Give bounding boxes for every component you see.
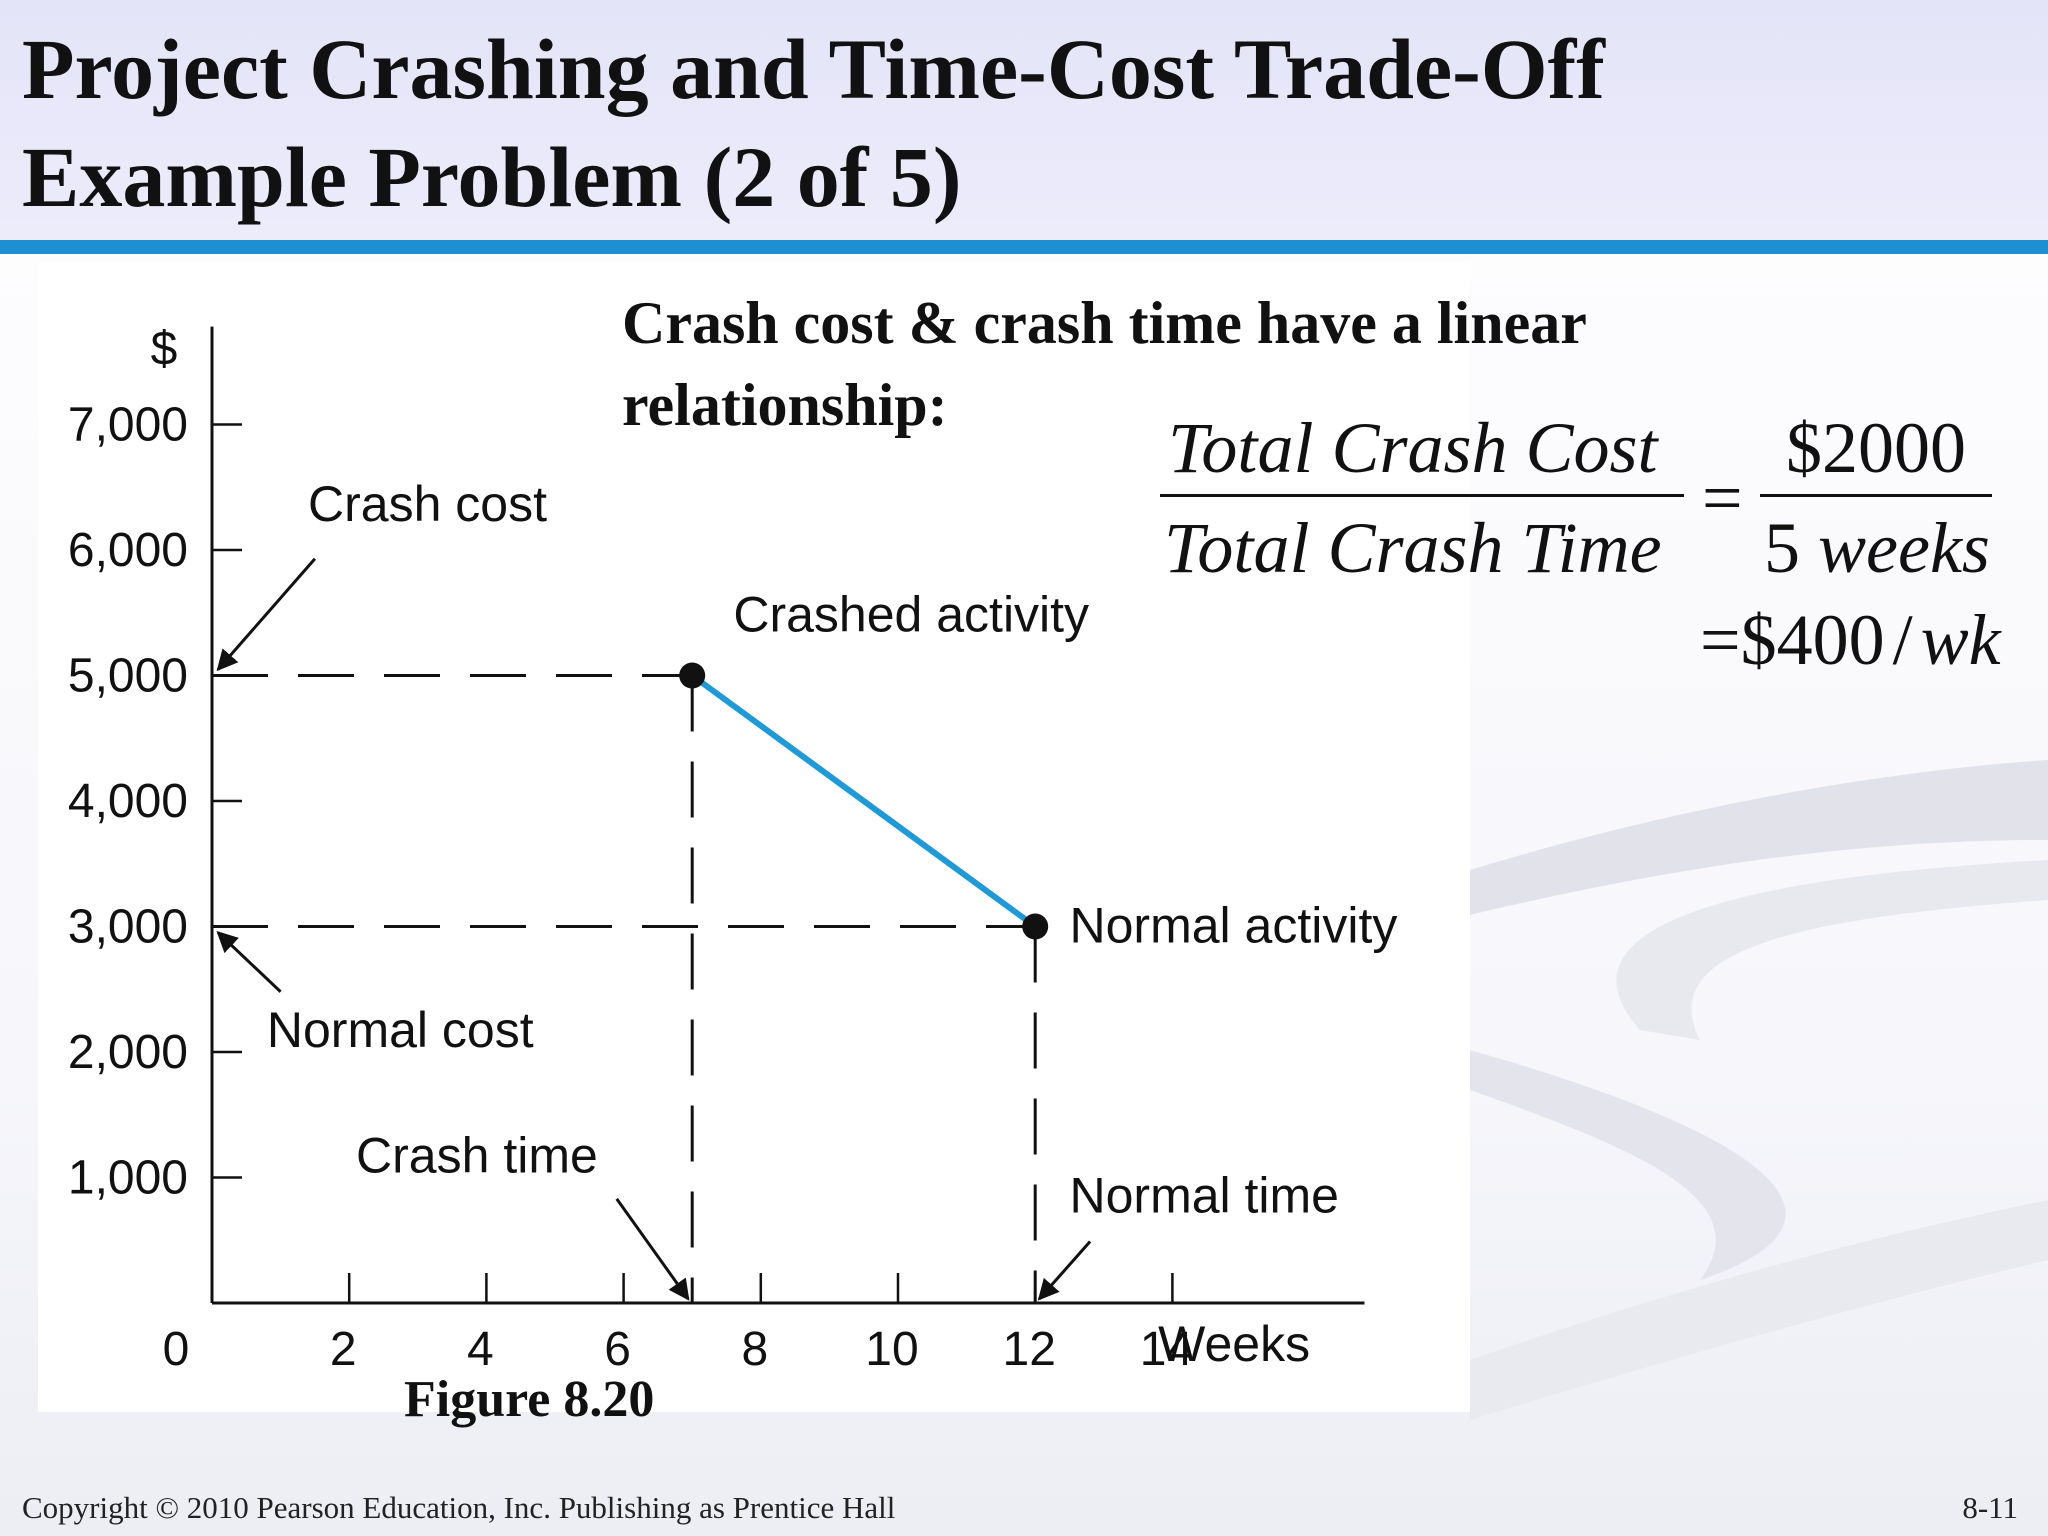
formula-numerator-left: Total Crash Cost xyxy=(1168,408,1658,488)
x-tick-label: 14 xyxy=(1140,1323,1193,1376)
copyright-text: Copyright © 2010 Pearson Education, Inc.… xyxy=(22,1490,896,1525)
x-tick-label: 6 xyxy=(604,1323,631,1376)
y-tick-label: 5,000 xyxy=(68,650,188,703)
crashed-activity-point xyxy=(679,662,706,689)
x-tick-label: 8 xyxy=(741,1323,768,1376)
x-tick-label: 0 xyxy=(163,1323,190,1376)
normal-activity-point xyxy=(1022,913,1049,940)
slide-title-line2: Example Problem (2 of 5) xyxy=(22,129,962,225)
y-tick-label: 3,000 xyxy=(68,901,188,954)
time-cost-line xyxy=(689,672,1039,930)
y-tick-label: 4,000 xyxy=(68,775,188,828)
x-tick-label: 12 xyxy=(1003,1323,1056,1376)
page-number: 8-11 xyxy=(1962,1490,2018,1525)
formula-denominator-left: Total Crash Time xyxy=(1164,508,1662,588)
crash-time-label: Crash time xyxy=(356,1127,598,1183)
x-tick-label: 10 xyxy=(865,1323,918,1376)
x-tick-label: 4 xyxy=(467,1323,494,1376)
figure-caption: Figure 8.20 xyxy=(404,1371,655,1428)
y-axis-label: $ xyxy=(151,323,178,376)
figure-panel xyxy=(38,262,1470,1412)
y-tick-label: 2,000 xyxy=(68,1026,188,1079)
heading-linear-relationship: Crash cost & crash time have a linear re… xyxy=(622,290,1586,438)
x-tick-label: 2 xyxy=(330,1323,357,1376)
formula-fraction-bar-right xyxy=(1760,494,1992,497)
y-tick-label: 1,000 xyxy=(68,1152,188,1205)
formula-fraction-bar-left xyxy=(1160,494,1684,497)
slide-title-line1: Project Crashing and Time-Cost Trade-Off xyxy=(22,21,1605,117)
x-axis-label: Weeks xyxy=(1158,1316,1310,1372)
normal-time-label: Normal time xyxy=(1070,1168,1339,1224)
crash-cost-label: Crash cost xyxy=(308,476,547,532)
normal-cost-arrow xyxy=(216,931,282,993)
title-rule xyxy=(0,240,2048,254)
y-tick-label: 7,000 xyxy=(68,399,188,452)
crash-time-arrow xyxy=(615,1197,690,1301)
y-tick-label: 6,000 xyxy=(68,524,188,577)
normal-time-arrow xyxy=(1037,1240,1092,1301)
normal-cost-label: Normal cost xyxy=(267,1002,534,1058)
title-bar xyxy=(0,0,2048,240)
formula-numerator-right: $2000 xyxy=(1786,408,1966,488)
formula-result: =$400/wk xyxy=(1700,600,2001,680)
crash-cost-arrow xyxy=(216,557,317,672)
formula-equals: = xyxy=(1702,458,1743,538)
formula-denominator-right: 5 weeks xyxy=(1764,508,1990,588)
normal-activity-label: Normal activity xyxy=(1070,898,1398,954)
crashed-activity-label: Crashed activity xyxy=(733,587,1089,643)
